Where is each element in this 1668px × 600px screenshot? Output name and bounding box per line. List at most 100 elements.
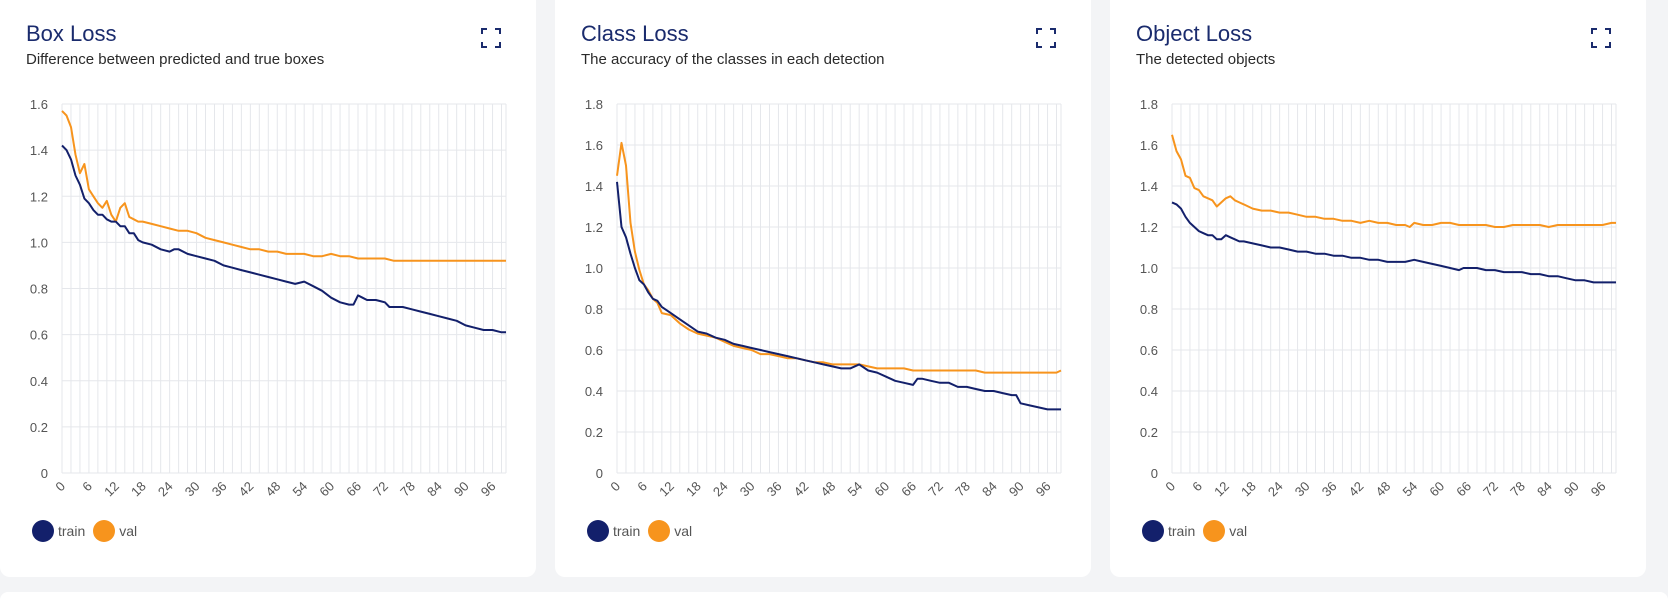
- x-tick-label: 90: [1561, 479, 1582, 500]
- y-tick-label: 0: [1151, 466, 1158, 481]
- expand-icon[interactable]: [1036, 28, 1056, 48]
- series-line-train: [61, 144, 506, 334]
- legend-label: val: [1229, 523, 1248, 539]
- class-loss-card: Class Loss The accuracy of the classes i…: [555, 0, 1091, 577]
- y-tick-label: 0.8: [1140, 302, 1158, 317]
- x-tick-label: 6: [634, 479, 650, 495]
- series-line-val: [1171, 134, 1616, 228]
- x-tick-label: 72: [925, 479, 946, 500]
- legend-label: val: [119, 523, 138, 539]
- legend-swatch-val: [648, 520, 671, 542]
- legend-swatch-train: [32, 520, 54, 542]
- box-loss-card: Box Loss Difference between predicted an…: [0, 0, 536, 577]
- legend-item-val[interactable]: val: [93, 520, 137, 542]
- y-tick-label: 1.4: [1140, 179, 1158, 194]
- object-loss-chart: 00.20.40.60.81.01.21.41.61.80 6 12 18 24 30 36…: [1140, 97, 1617, 500]
- x-tick-label: 48: [263, 479, 284, 500]
- card-title: Class Loss: [581, 21, 689, 46]
- legend-item-val[interactable]: val: [648, 520, 692, 542]
- legend-item-train[interactable]: train: [32, 520, 85, 542]
- legend-item-train[interactable]: train: [587, 520, 640, 542]
- x-tick-label: 84: [424, 479, 445, 500]
- x-tick-label: 36: [1319, 479, 1340, 500]
- x-tick-label: 84: [1534, 479, 1555, 500]
- y-tick-label: 1.6: [585, 138, 603, 153]
- x-tick-label: 18: [1238, 479, 1259, 500]
- x-tick-label: 66: [898, 479, 919, 500]
- x-tick-label: 54: [1399, 479, 1420, 500]
- x-tick-label: 6: [79, 479, 95, 495]
- y-tick-label: 1.0: [585, 261, 603, 276]
- legend-item-train[interactable]: train: [1142, 520, 1195, 542]
- x-tick-label: 42: [791, 479, 812, 500]
- chart-legend: train val: [1142, 520, 1255, 542]
- x-tick-label: 30: [182, 479, 203, 500]
- x-tick-label: 12: [101, 479, 122, 500]
- x-tick-label: 90: [451, 479, 472, 500]
- x-tick-label: 96: [1588, 479, 1609, 500]
- y-tick-label: 1.2: [1140, 220, 1158, 235]
- box-loss-chart: 00.20.40.60.81.01.21.41.60 6 12 18 24 30 36 42 4…: [30, 97, 507, 500]
- x-tick-label: 42: [1346, 479, 1367, 500]
- x-tick-label: 36: [764, 479, 785, 500]
- card-title: Box Loss: [26, 21, 117, 46]
- y-tick-label: 0.4: [585, 384, 603, 399]
- legend-item-val[interactable]: val: [1203, 520, 1247, 542]
- y-tick-label: 0.4: [1140, 384, 1158, 399]
- y-tick-label: 0: [41, 466, 48, 481]
- y-tick-label: 1.8: [1140, 97, 1158, 112]
- expand-icon[interactable]: [1591, 28, 1611, 48]
- legend-swatch-train: [1142, 520, 1164, 542]
- x-tick-label: 0: [1162, 479, 1178, 495]
- x-tick-label: 66: [343, 479, 364, 500]
- class-loss-chart: 00.20.40.60.81.01.21.41.61.80 6 12 18 24 30 36…: [585, 97, 1062, 500]
- y-tick-label: 0.6: [30, 328, 48, 343]
- x-tick-label: 48: [1373, 479, 1394, 500]
- x-tick-label: 6: [1189, 479, 1205, 495]
- x-tick-label: 24: [710, 479, 731, 500]
- x-tick-label: 24: [1265, 479, 1286, 500]
- object-loss-card: Object Loss The detected objects 0 0.2 0.4…: [1110, 0, 1646, 577]
- x-tick-label: 30: [1292, 479, 1313, 500]
- y-tick-label: 0.6: [585, 343, 603, 358]
- legend-label: val: [674, 523, 693, 539]
- x-tick-label: 0: [607, 479, 623, 495]
- x-tick-label: 54: [289, 479, 310, 500]
- series-line-val: [616, 141, 1062, 374]
- legend-swatch-val: [1203, 520, 1226, 542]
- card-subtitle: The accuracy of the classes in each dete…: [581, 51, 885, 68]
- legend-label: train: [613, 523, 641, 539]
- x-tick-label: 60: [871, 479, 892, 500]
- x-tick-label: 78: [397, 479, 418, 500]
- x-tick-label: 30: [737, 479, 758, 500]
- expand-icon[interactable]: [481, 28, 501, 48]
- chart-legend: train val: [32, 520, 145, 542]
- y-tick-label: 0.4: [30, 374, 48, 389]
- x-tick-label: 78: [1507, 479, 1528, 500]
- x-tick-label: 48: [818, 479, 839, 500]
- x-tick-label: 72: [1480, 479, 1501, 500]
- x-tick-label: 96: [1033, 479, 1054, 500]
- x-tick-label: 54: [844, 479, 865, 500]
- x-tick-label: 78: [952, 479, 973, 500]
- y-tick-label: 0.2: [30, 420, 48, 435]
- x-tick-label: 12: [1211, 479, 1232, 500]
- y-tick-label: 1.2: [585, 220, 603, 235]
- y-tick-label: 0.8: [585, 302, 603, 317]
- legend-swatch-train: [587, 520, 609, 542]
- x-tick-label: 90: [1006, 479, 1027, 500]
- y-tick-label: 0.2: [1140, 425, 1158, 440]
- x-tick-label: 60: [316, 479, 337, 500]
- y-tick-label: 1.0: [1140, 261, 1158, 276]
- y-tick-label: 1.6: [1140, 138, 1158, 153]
- card-subtitle: Difference between predicted and true bo…: [26, 51, 325, 68]
- y-tick-label: 0.2: [585, 425, 603, 440]
- card-subtitle: The detected objects: [1136, 51, 1276, 68]
- y-tick-label: 0.6: [1140, 343, 1158, 358]
- x-tick-label: 66: [1453, 479, 1474, 500]
- y-tick-label: 1.6: [30, 97, 48, 112]
- card-title: Object Loss: [1136, 21, 1253, 46]
- x-tick-label: 96: [478, 479, 499, 500]
- legend-label: train: [1168, 523, 1196, 539]
- next-card-edge: [0, 592, 1668, 600]
